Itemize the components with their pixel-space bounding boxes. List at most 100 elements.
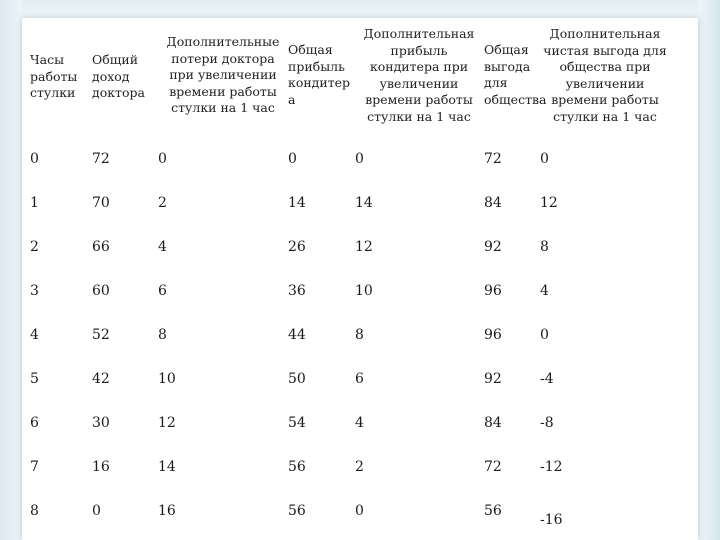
table-cell: 0 bbox=[30, 151, 39, 167]
column-header-line: общества bbox=[484, 91, 547, 107]
table-cell: 16 bbox=[92, 459, 110, 475]
column-header-line: кондитера при bbox=[369, 59, 469, 74]
background-top-band bbox=[0, 0, 720, 22]
table-cell: 0 bbox=[355, 503, 364, 519]
table-cell: 96 bbox=[484, 283, 502, 299]
column-header-7: Дополнительная чистая выгода для общества … bbox=[540, 26, 670, 125]
background-left-band bbox=[0, 0, 22, 540]
column-header-line: прибыль bbox=[390, 42, 448, 58]
table-cell: 0 bbox=[92, 503, 101, 519]
column-header-line: при увеличении bbox=[169, 67, 277, 82]
table-cell: 54 bbox=[288, 415, 306, 431]
column-header-line: увеличении bbox=[565, 75, 645, 91]
column-header-line: Дополнительные bbox=[166, 34, 280, 49]
column-header-line: а bbox=[288, 91, 296, 107]
column-header-line: Общий bbox=[92, 52, 139, 67]
table-cell: 14 bbox=[288, 195, 306, 211]
column-header-line: времени работы bbox=[365, 92, 473, 107]
table-cell: 70 bbox=[92, 195, 110, 211]
table-cell: 8 bbox=[355, 327, 364, 343]
data-table: Часы работы стулки Общий доход доктора Дополни… bbox=[22, 18, 698, 540]
column-header-line: Дополнительная bbox=[363, 26, 475, 41]
column-header-4: Общая прибыль кондитер а bbox=[288, 42, 350, 108]
table-cell: 8 bbox=[158, 327, 167, 343]
column-header-line: выгода bbox=[484, 58, 531, 74]
table-cell: 56 bbox=[288, 503, 306, 519]
table-cell: 4 bbox=[540, 283, 549, 299]
table-cell: 56 bbox=[484, 503, 502, 519]
column-header-line: стулки на 1 час bbox=[171, 100, 275, 115]
column-header-line: времени работы bbox=[551, 92, 659, 107]
table-cell: 84 bbox=[484, 195, 502, 211]
table-cell: 6 bbox=[355, 371, 364, 387]
column-header-line: Общая bbox=[484, 42, 529, 57]
column-header-line: потери доктора bbox=[171, 50, 275, 66]
table-cell: 0 bbox=[355, 151, 364, 167]
table-cell: -8 bbox=[540, 415, 554, 431]
table-cell: 0 bbox=[158, 151, 167, 167]
table-cell: 5 bbox=[30, 371, 39, 387]
column-header-line: времени работы bbox=[169, 83, 277, 99]
table-cell: -4 bbox=[540, 371, 554, 387]
column-header-2: Общий доход доктора bbox=[92, 52, 145, 102]
table-cell: 6 bbox=[30, 415, 39, 431]
table-cell: 8 bbox=[540, 239, 549, 255]
column-header-line: Общая bbox=[288, 42, 333, 57]
column-header-line: общества при bbox=[559, 59, 651, 74]
column-header-line: прибыль bbox=[288, 58, 345, 74]
table-cell: 10 bbox=[355, 283, 373, 299]
table-cell: 0 bbox=[540, 327, 549, 343]
table-cell: 36 bbox=[288, 283, 306, 299]
table-cell: 12 bbox=[540, 195, 558, 211]
table-cell: 50 bbox=[288, 371, 306, 387]
table-cell: 14 bbox=[158, 459, 176, 475]
table-cell: 12 bbox=[355, 239, 373, 255]
table-cell: 72 bbox=[484, 151, 502, 167]
table-cell: 2 bbox=[158, 195, 167, 211]
table-cell: 42 bbox=[92, 371, 110, 387]
table-cell: 92 bbox=[484, 239, 502, 255]
column-header-6: Общая выгода для общества bbox=[484, 42, 546, 108]
table-cell: 44 bbox=[288, 327, 306, 343]
column-header-line: Дополнительная bbox=[549, 26, 661, 41]
table-cell: 4 bbox=[30, 327, 39, 343]
column-header-line: для bbox=[484, 75, 508, 90]
table-cell: 0 bbox=[288, 151, 297, 167]
table-cell: 72 bbox=[92, 151, 110, 167]
table-cell: 92 bbox=[484, 371, 502, 387]
table-cell: -16 bbox=[540, 512, 563, 528]
column-header-1: Часы работы стулки bbox=[30, 52, 77, 102]
table-cell: 16 bbox=[158, 503, 176, 519]
table-cell: 2 bbox=[355, 459, 364, 475]
table-cell: 3 bbox=[30, 283, 39, 299]
column-header-line: доход bbox=[92, 68, 130, 84]
table-cell: 84 bbox=[484, 415, 502, 431]
table-cell: 8 bbox=[30, 503, 39, 519]
table-cell: 2 bbox=[30, 239, 39, 255]
column-header-line: Часы bbox=[30, 52, 65, 67]
table-cell: 6 bbox=[158, 283, 167, 299]
table-cell: 26 bbox=[288, 239, 306, 255]
table-cell: 4 bbox=[158, 239, 167, 255]
table-cell: 12 bbox=[158, 415, 176, 431]
table-cell: 52 bbox=[92, 327, 110, 343]
column-header-3: Дополнительные потери доктора при увеличен… bbox=[158, 34, 288, 117]
table-cell: 60 bbox=[92, 283, 110, 299]
column-header-line: увеличении bbox=[379, 75, 459, 91]
table-cell: 30 bbox=[92, 415, 110, 431]
column-header-line: работы bbox=[30, 68, 78, 84]
table-cell: 66 bbox=[92, 239, 110, 255]
background-right-band bbox=[698, 0, 720, 540]
column-header-line: стулки на 1 час bbox=[553, 108, 657, 124]
table-cell: 96 bbox=[484, 327, 502, 343]
table-cell: 56 bbox=[288, 459, 306, 475]
column-header-line: доктора bbox=[92, 85, 145, 100]
table-cell: -12 bbox=[540, 459, 563, 475]
column-header-line: стулки на 1 час bbox=[367, 108, 471, 124]
table-cell: 14 bbox=[355, 195, 373, 211]
table-cell: 7 bbox=[30, 459, 39, 475]
table-cell: 72 bbox=[484, 459, 502, 475]
column-header-line: кондитер bbox=[288, 75, 351, 90]
table-cell: 1 bbox=[30, 195, 39, 211]
table-cell: 4 bbox=[355, 415, 364, 431]
